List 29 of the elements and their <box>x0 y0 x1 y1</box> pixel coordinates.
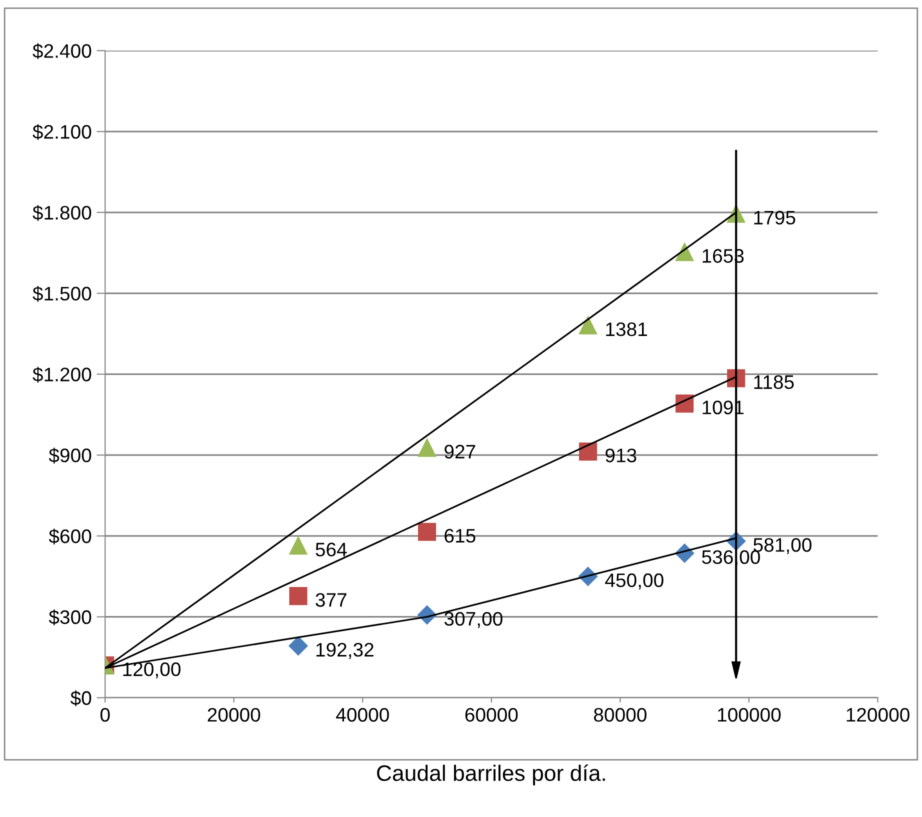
data-label: 913 <box>606 448 636 462</box>
data-label: 377 <box>316 593 346 607</box>
x-tick-label: 60000 <box>465 708 518 722</box>
data-label: 615 <box>444 528 476 543</box>
x-tick-label: 0 <box>100 708 110 722</box>
data-label: 1795 <box>754 210 796 225</box>
y-tick-label: $300 <box>48 609 92 626</box>
data-label: 120,00 <box>123 662 180 678</box>
x-axis-title: Caudal barriles por día. <box>377 764 605 786</box>
y-tick-label: $0 <box>70 690 92 706</box>
y-tick-label: $1.800 <box>32 205 92 221</box>
data-label: 927 <box>444 444 476 459</box>
data-label: 450,00 <box>605 573 664 590</box>
y-tick-label: $1.200 <box>32 366 92 383</box>
x-tick-label: 20000 <box>208 708 260 722</box>
y-tick-label: $2.400 <box>32 43 92 60</box>
data-label: 1185 <box>754 375 794 390</box>
y-tick-label: $900 <box>48 448 92 464</box>
y-tick-label: $600 <box>48 528 92 544</box>
data-label: 192,32 <box>316 642 374 659</box>
data-label: 307,00 <box>444 612 502 628</box>
x-tick-label: 100000 <box>718 708 781 722</box>
data-label: 564 <box>316 542 347 556</box>
y-tick-label: $1.500 <box>32 286 92 302</box>
data-label: 1381 <box>606 322 647 336</box>
x-tick-label: 80000 <box>594 708 646 722</box>
x-tick-label: 120000 <box>846 708 910 722</box>
y-tick-label: $2.100 <box>32 124 92 140</box>
x-tick-label: 40000 <box>336 708 389 722</box>
